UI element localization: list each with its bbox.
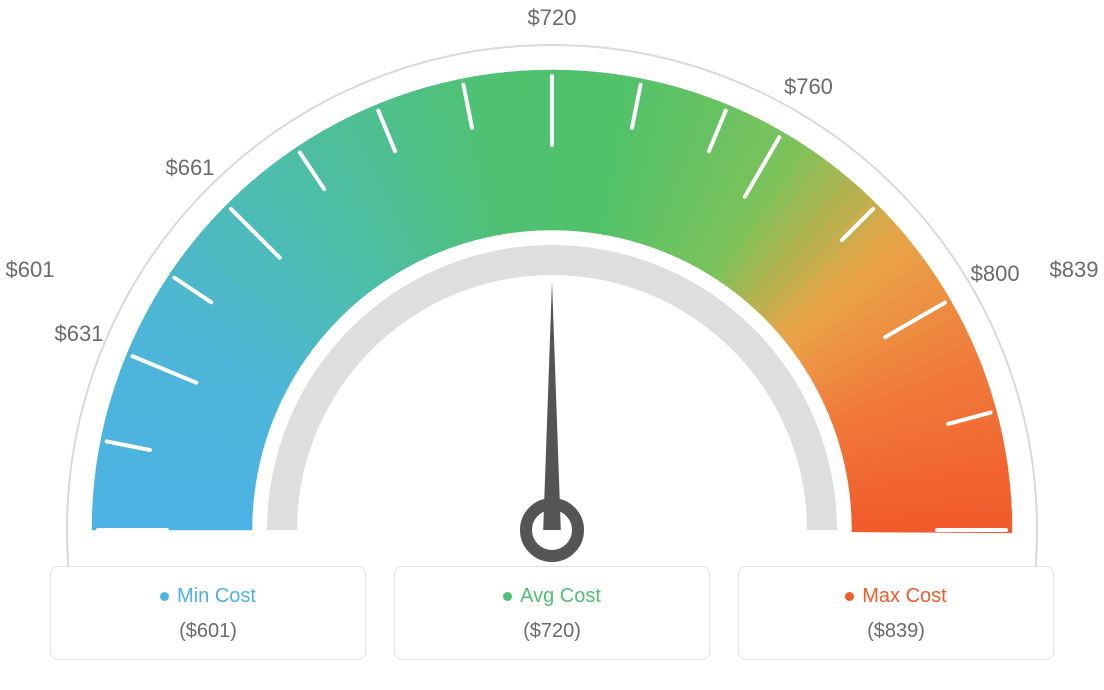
legend-value-avg: ($720) (405, 620, 699, 643)
legend-dot-avg (503, 592, 512, 601)
legend-value-max: ($839) (749, 620, 1043, 643)
gauge-scale-label: $760 (784, 74, 833, 100)
legend-value-min: ($601) (61, 620, 355, 643)
gauge-scale-label: $631 (54, 321, 103, 347)
legend-title-max: Max Cost (845, 585, 946, 608)
legend-label-min: Min Cost (177, 585, 256, 608)
gauge-svg (0, 10, 1104, 570)
legend-dot-min (160, 592, 169, 601)
legend-card-min: Min Cost ($601) (50, 566, 366, 660)
legend-label-avg: Avg Cost (520, 585, 601, 608)
gauge-scale-label: $839 (1050, 257, 1099, 283)
gauge-scale-label: $661 (165, 155, 214, 181)
gauge-scale-label: $601 (6, 257, 55, 283)
legend-label-max: Max Cost (862, 585, 946, 608)
legend-dot-max (845, 592, 854, 601)
legend-title-min: Min Cost (160, 585, 256, 608)
legend-card-max: Max Cost ($839) (738, 566, 1054, 660)
legend-card-avg: Avg Cost ($720) (394, 566, 710, 660)
legend-title-avg: Avg Cost (503, 585, 601, 608)
gauge-area: $601$631$661$720$760$800$839 (0, 10, 1104, 570)
gauge-scale-label: $800 (971, 261, 1020, 287)
cost-gauge-chart: $601 $631 $661 $720 $760 $800 $839 Min Cost ($… (0, 0, 1104, 690)
gauge-needle (543, 281, 561, 530)
gauge-scale-label: $720 (528, 5, 577, 31)
legend-row: Min Cost ($601) Avg Cost ($720) Max Cost… (50, 566, 1054, 660)
